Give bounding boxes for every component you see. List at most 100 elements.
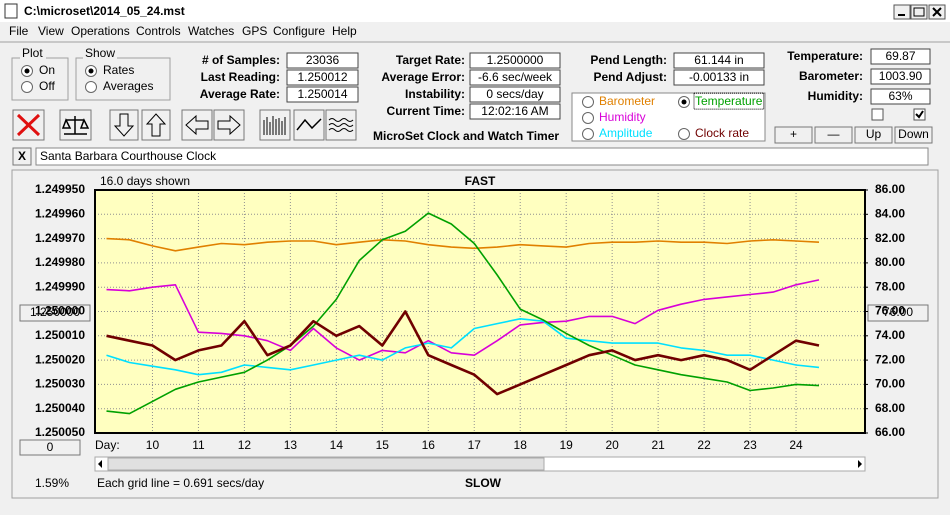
close-icon [932,7,942,17]
maximize-button[interactable] [910,4,928,20]
control-button[interactable] [774,126,813,144]
clear-icon [16,113,41,137]
y-tick-label: 1.249990 [35,279,85,293]
scroll-thumb[interactable] [107,457,545,471]
menu-item[interactable]: Controls [136,24,181,38]
field-box [673,52,765,69]
down-arrow-button[interactable] [109,109,139,141]
title-bar [0,0,950,22]
clock-name-box[interactable] [35,147,929,166]
plot-group-title: Plot [22,46,43,60]
legend-entry[interactable]: Humidity [599,110,646,124]
y2-tick-label: 70.00 [875,377,905,391]
x-tick-label: 21 [651,438,665,452]
zero-button-label: 0 [47,440,54,454]
scrollbar[interactable] [94,456,866,472]
plot-option[interactable]: On [39,63,55,77]
x-tick-label: 11 [192,438,205,452]
toolbar [12,109,357,141]
scale-icon [61,116,90,135]
menu-item[interactable]: View [38,24,64,38]
field-value: 12:02:16 AM [481,104,548,118]
days-shown: 16.0 days shown [100,174,190,188]
field-value: 23036 [306,53,340,67]
focus-outline [693,92,765,110]
legend-entry[interactable]: Temperature [695,94,763,108]
show-group-title-bg [83,49,117,61]
field-label: Humidity: [808,89,863,103]
x-tick-label: 18 [514,438,528,452]
y-tick-label: 1.250000 [35,304,85,318]
field-value: 61.144 in [694,53,743,67]
menu-item[interactable]: Watches [188,24,234,38]
field-box [870,88,931,105]
field-label: Target Rate: [396,53,465,67]
x-tick-label: 19 [560,438,574,452]
grid-note: Each grid line = 0.691 secs/day [97,476,264,490]
x-axis-label: Day: [95,438,120,452]
menu-item[interactable]: Help [332,24,357,38]
field-value: 1.250014 [297,87,347,101]
radio-button[interactable] [678,128,690,140]
menu-item[interactable]: Operations [71,24,130,38]
y2-tick-label: 84.00 [875,206,905,220]
legend-entry[interactable]: Clock rate [695,126,749,140]
radio-dot [681,99,687,105]
bars-icon [263,116,286,135]
legend-entry[interactable]: Amplitude [599,126,653,140]
radio-button[interactable] [582,96,594,108]
left-center-button[interactable] [19,304,91,322]
plot-lines [95,190,865,433]
y2-tick-label: 86.00 [875,182,905,196]
menu-item[interactable]: GPS [242,24,267,38]
left-arrow-icon [185,114,209,136]
control-button-label: — [828,127,840,141]
left-arrow-button[interactable] [181,109,213,141]
menu-item[interactable]: File [9,24,29,38]
up-arrow-button[interactable] [141,109,171,141]
field-box [286,69,359,86]
control-button[interactable] [854,126,893,144]
control-button[interactable] [894,126,933,144]
field-label: Barometer: [799,69,863,83]
window-title: C:\microset\2014_05_24.mst [24,4,185,18]
right-arrow-button[interactable] [213,109,245,141]
legend-entry[interactable]: Barometer [599,94,655,108]
y2-tick-label: 68.00 [875,401,905,415]
field-label: Current Time: [387,104,465,118]
show-option[interactable]: Averages [103,79,153,93]
close-clock-button[interactable] [12,147,32,166]
right-center-button[interactable] [867,304,929,322]
radio-button[interactable] [582,128,594,140]
radio-button[interactable] [85,81,97,93]
field-label: Temperature: [787,49,863,63]
zero-button[interactable] [19,439,81,456]
x-tick-label: 10 [146,438,160,452]
checkbox[interactable] [871,108,884,121]
app-caption: MicroSet Clock and Watch Timer [373,129,559,143]
radio-button[interactable] [582,112,594,124]
field-value: 0 secs/day [486,87,543,101]
window-controls[interactable] [893,4,946,20]
y-tick-label: 1.250040 [35,401,85,415]
field-box [286,86,359,103]
control-button[interactable] [814,126,853,144]
y-tick-label: 1.249980 [35,255,85,269]
radio-dot [24,68,30,74]
field-value: 1003.90 [879,69,923,83]
show-group-box [75,57,171,101]
waves-icon [328,118,354,132]
y-tick-label: 1.249950 [35,182,85,196]
show-option[interactable]: Rates [103,63,134,77]
slow-label: SLOW [465,476,502,490]
minimize-button[interactable] [893,4,911,20]
field-box [469,69,561,86]
plot-option[interactable]: Off [39,79,55,93]
field-box [870,48,931,65]
x-tick-label: 22 [697,438,711,452]
menu-item[interactable]: Configure [273,24,325,38]
radio-button[interactable] [21,81,33,93]
field-value: 69.87 [885,49,915,63]
field-box [870,68,931,85]
